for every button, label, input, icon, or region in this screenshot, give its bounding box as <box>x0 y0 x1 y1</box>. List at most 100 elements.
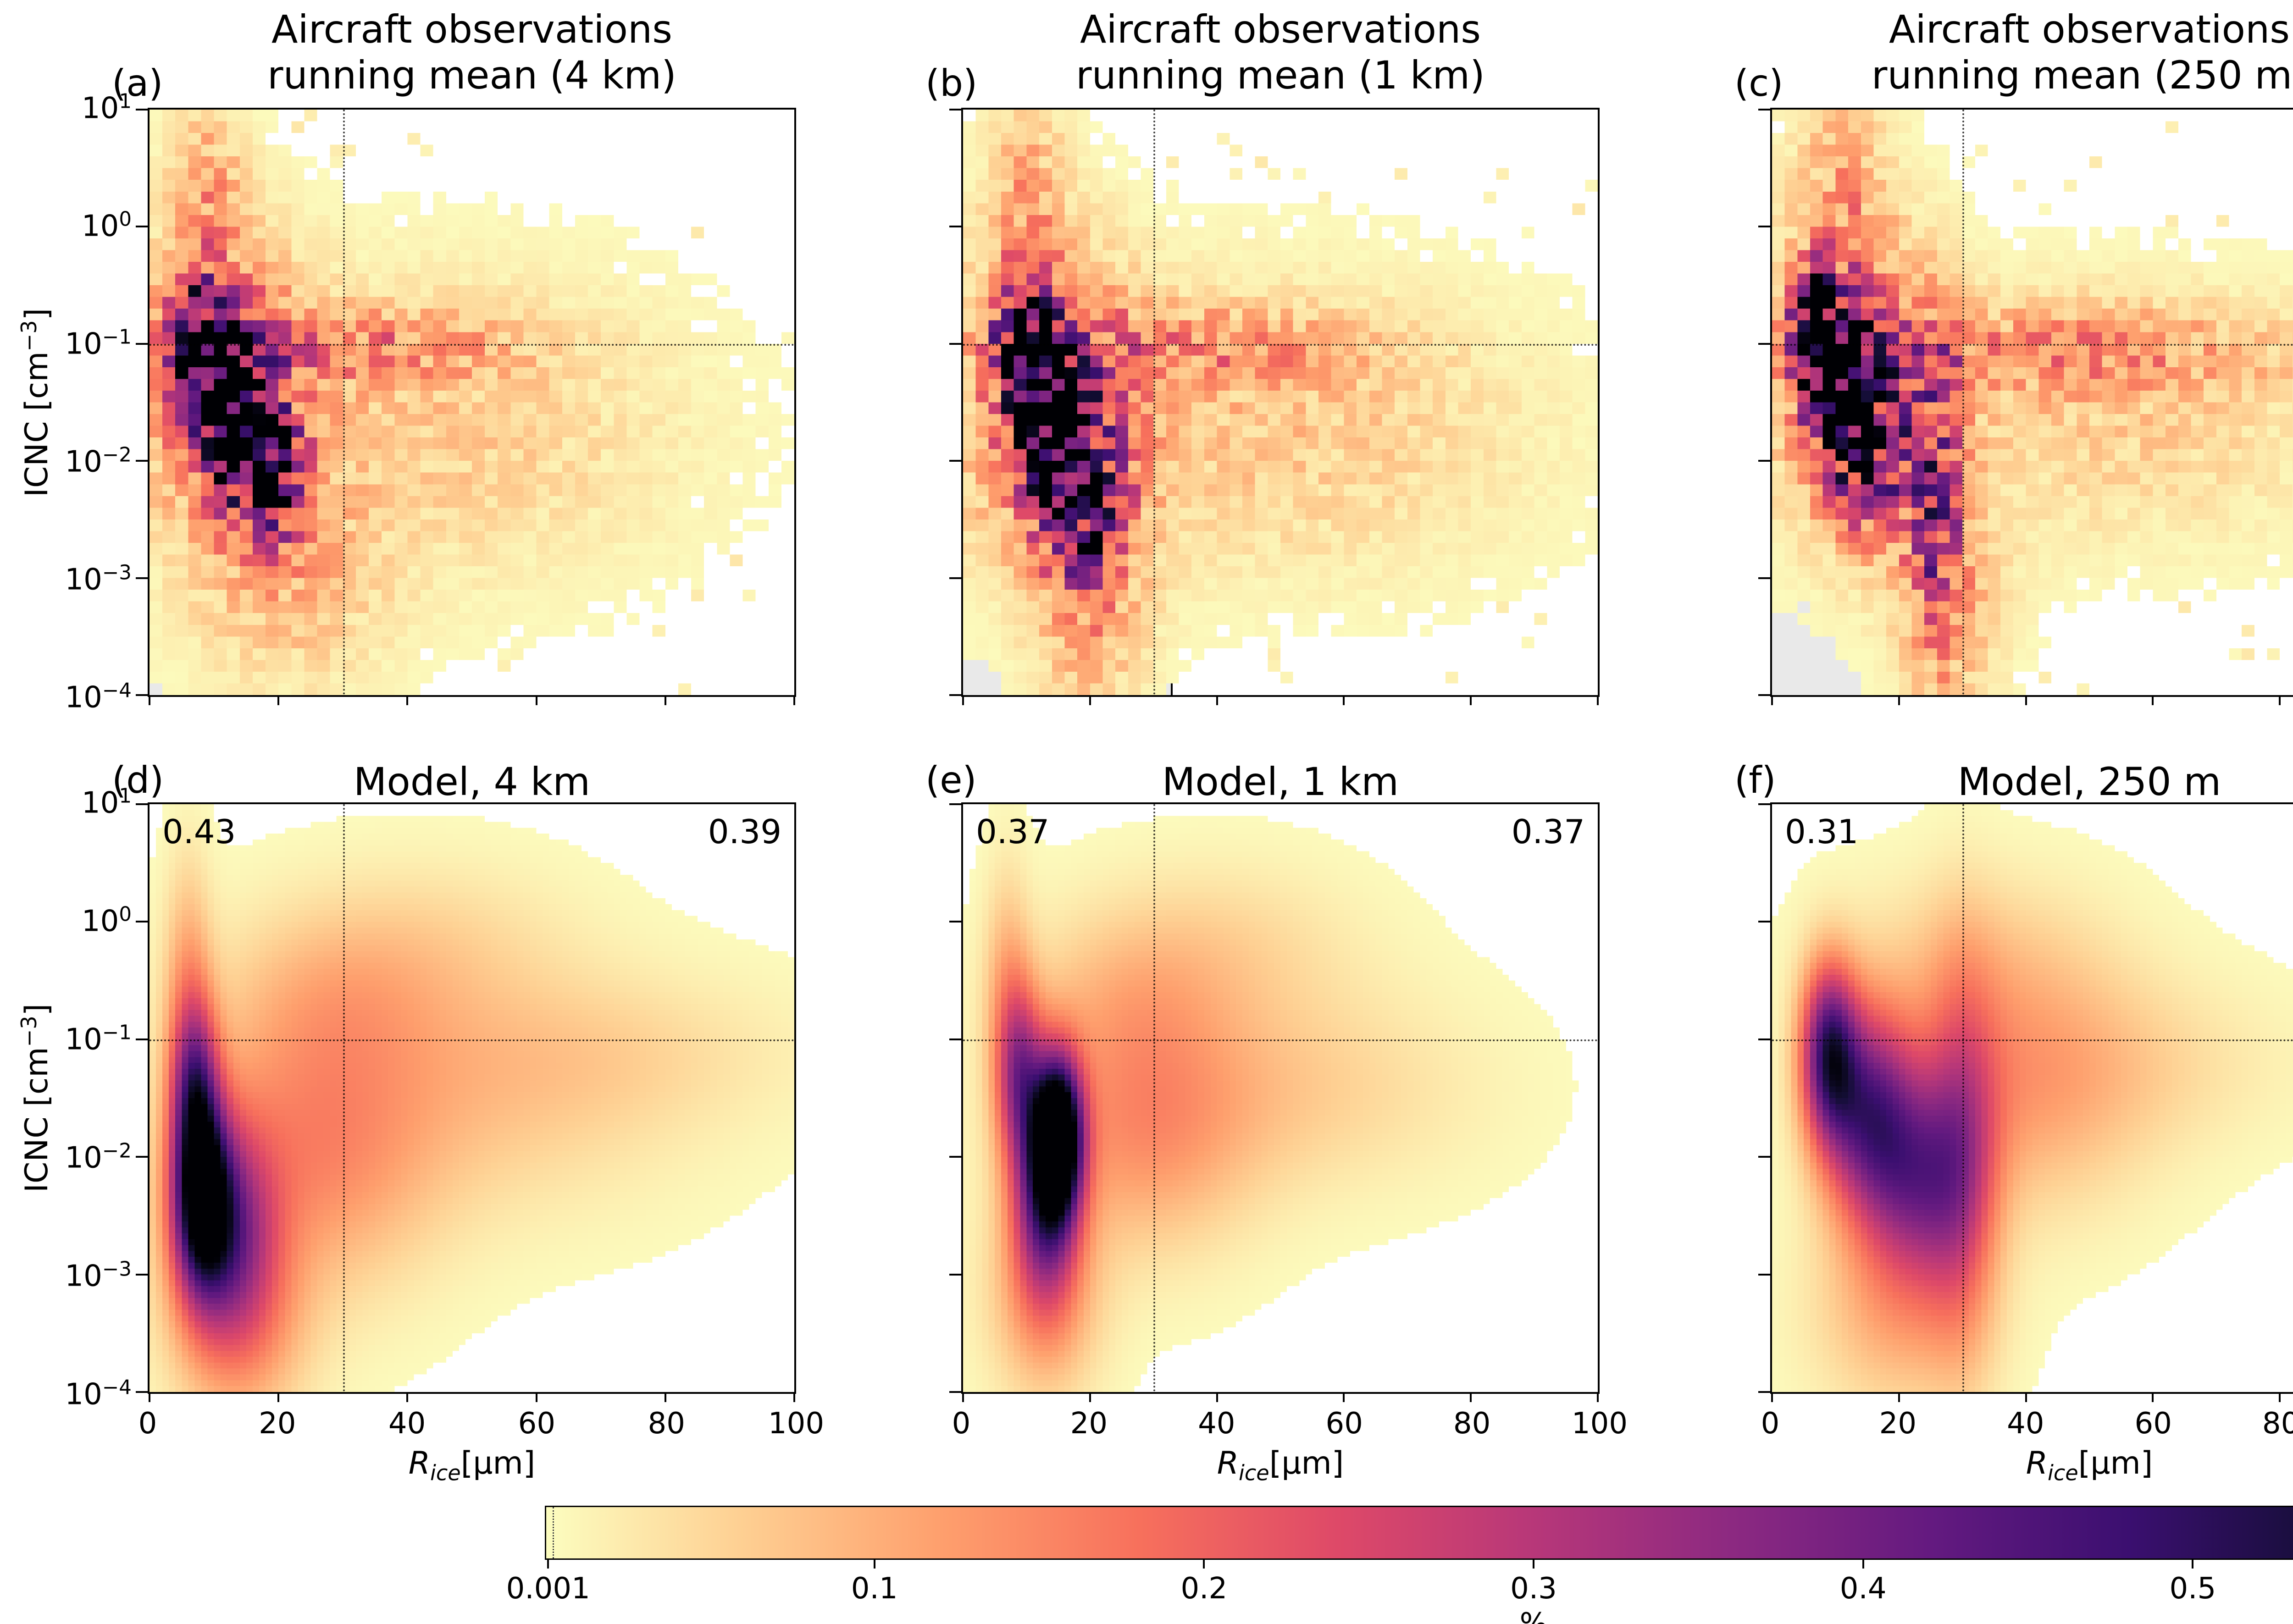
y-tick-label: 10−4 <box>65 1376 132 1412</box>
x-tick-mark <box>1216 695 1218 705</box>
y-tick-mark <box>136 109 148 110</box>
x-tick-mark <box>535 1392 537 1402</box>
x-tick-mark <box>2152 695 2154 705</box>
y-tick-mark <box>1758 1038 1770 1040</box>
y-tick-mark <box>949 694 961 696</box>
x-tick-mark <box>1771 1392 1773 1402</box>
y-tick-mark <box>1758 694 1770 696</box>
title-line: Aircraft observations <box>271 7 672 52</box>
reference-line-horizontal <box>1772 343 2293 346</box>
y-tick-mark <box>136 342 148 345</box>
x-tick-mark <box>2152 1392 2154 1402</box>
panel-letter-e: (e) <box>925 759 977 801</box>
reference-line-vertical <box>1153 110 1156 695</box>
y-tick-mark <box>136 803 148 805</box>
x-tick-mark <box>664 695 666 705</box>
x-tick-label: 0 <box>1761 1407 1780 1441</box>
x-tick-label: 20 <box>1070 1407 1108 1441</box>
x-tick-mark <box>1089 1392 1091 1402</box>
y-tick-mark <box>1758 1273 1770 1276</box>
y-tick-mark <box>949 226 961 228</box>
x-tick-label: 60 <box>2134 1407 2172 1441</box>
colorbar-unit-label: % <box>1519 1607 1548 1624</box>
colorbar-gradient <box>545 1506 2293 1560</box>
colorbar-tick-label: 0.3 <box>1510 1572 1557 1606</box>
panel-letter-b: (b) <box>925 62 978 105</box>
y-tick-mark <box>136 694 148 696</box>
colorbar-tick-mark <box>873 1558 875 1569</box>
y-tick-label: 10−2 <box>65 443 132 479</box>
reference-line-horizontal <box>963 1039 1598 1041</box>
x-tick-mark <box>406 1392 409 1402</box>
panel-a <box>136 108 796 705</box>
y-tick-mark <box>949 460 961 462</box>
x-tick-mark <box>1597 1392 1599 1402</box>
x-tick-label: 80 <box>648 1407 685 1441</box>
y-tick-mark <box>1758 109 1770 110</box>
colorbar-tick-label: 0.001 <box>506 1572 590 1606</box>
x-tick-label: 40 <box>1198 1407 1235 1441</box>
y-tick-mark <box>136 921 148 923</box>
y-tick-mark <box>136 1391 148 1393</box>
y-axis-label: ICNC [cm−3] <box>17 308 55 497</box>
panel-b <box>949 108 1600 705</box>
x-tick-mark <box>1898 1392 1900 1402</box>
y-tick-mark <box>949 921 961 923</box>
y-tick-mark <box>1758 803 1770 805</box>
panel-c <box>1758 108 2293 705</box>
y-tick-mark <box>1758 1156 1770 1158</box>
y-tick-label: 100 <box>81 903 132 939</box>
heatmap-canvas-f <box>1772 804 2293 1392</box>
y-tick-mark <box>1758 577 1770 579</box>
y-tick-mark <box>136 1156 148 1158</box>
x-tick-label: 0 <box>952 1407 971 1441</box>
panel-title-a: Aircraft observations running mean (4 km) <box>148 6 796 98</box>
y-tick-mark <box>136 1273 148 1276</box>
colorbar-tick-label: 0.4 <box>1839 1572 1887 1606</box>
reference-line-horizontal <box>963 343 1598 346</box>
y-axis-label: ICNC [cm−3] <box>17 1003 55 1193</box>
y-tick-mark <box>949 109 961 110</box>
x-tick-label: 80 <box>2262 1407 2293 1441</box>
panel-title-f: Model, 250 m <box>1957 759 2221 804</box>
reference-line-horizontal <box>150 1039 794 1041</box>
y-tick-label: 100 <box>81 208 132 243</box>
colorbar-tick-label: 0.5 <box>2169 1572 2216 1606</box>
x-tick-label: 0 <box>138 1407 157 1441</box>
reference-line-vertical <box>343 110 345 695</box>
panel-f: 0.310.44 <box>1758 802 2293 1402</box>
heatmap-canvas-d <box>150 804 794 1392</box>
colorbar-tick-mark <box>1203 1558 1205 1569</box>
panel-title-d: Model, 4 km <box>353 759 591 804</box>
x-tick-mark <box>664 1392 666 1402</box>
y-tick-label: 10−1 <box>65 1021 132 1057</box>
title-line: running mean (250 m) <box>1871 53 2293 98</box>
y-tick-mark <box>949 1391 961 1393</box>
x-tick-mark <box>1771 695 1773 705</box>
x-tick-mark <box>2025 695 2027 705</box>
panel-letter-c: (c) <box>1734 62 1783 105</box>
colorbar-tick-mark <box>1862 1558 1864 1569</box>
x-tick-label: 100 <box>768 1407 825 1441</box>
quadrant-fraction-right: 0.39 <box>708 812 781 851</box>
colorbar-tick-mark <box>1533 1558 1534 1569</box>
y-tick-mark <box>1758 1391 1770 1393</box>
colorbar-tick-mark <box>547 1558 549 1569</box>
x-tick-label: 40 <box>2007 1407 2044 1441</box>
quadrant-fraction-left: 0.37 <box>976 812 1050 851</box>
reference-line-vertical <box>1153 804 1156 1392</box>
y-tick-label: 101 <box>81 784 132 820</box>
heatmap-canvas-c <box>1772 110 2293 695</box>
title-line: Aircraft observations <box>1080 7 1481 52</box>
x-tick-label: 60 <box>518 1407 556 1441</box>
x-tick-mark <box>962 695 964 705</box>
y-tick-label: 10−4 <box>65 679 132 715</box>
x-tick-mark <box>277 1392 280 1402</box>
x-tick-mark <box>1089 695 1091 705</box>
y-tick-mark <box>1758 226 1770 228</box>
y-tick-mark <box>136 460 148 462</box>
x-tick-mark <box>277 695 280 705</box>
y-tick-label: 10−1 <box>65 326 132 361</box>
x-tick-mark <box>1470 1392 1472 1402</box>
